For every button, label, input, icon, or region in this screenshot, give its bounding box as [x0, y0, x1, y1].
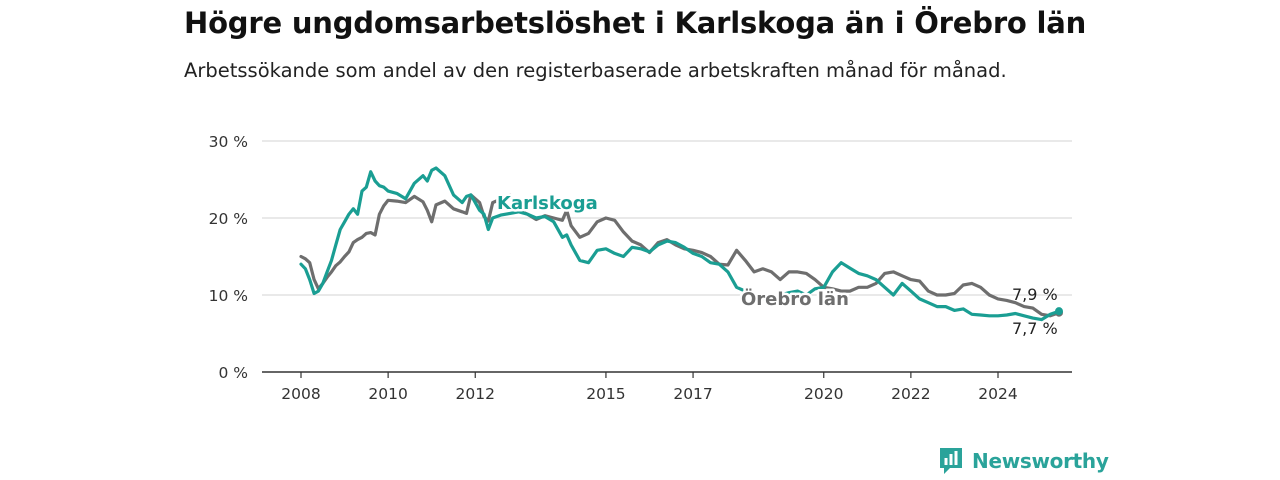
x-tick-label: 2017: [673, 385, 712, 403]
chart-subtitle: Arbetssökande som andel av den registerb…: [184, 59, 1007, 82]
x-tick-label: 2020: [804, 385, 843, 403]
newsworthy-logo-icon: [940, 448, 962, 474]
y-tick-label: 30 %: [209, 133, 248, 151]
x-tick-label: 2024: [978, 385, 1017, 403]
series-line-karlskoga: [299, 166, 1061, 322]
series-end-label: 7,9 %: [1012, 285, 1058, 304]
x-tick-label: 2010: [368, 385, 407, 403]
newsworthy-brand: Newsworthy: [938, 446, 1109, 476]
x-tick-label: 2022: [891, 385, 930, 403]
series-lines: [299, 166, 1063, 322]
y-axis: 0 % 10 % 20 % 30 %: [209, 133, 248, 382]
y-tick-label: 10 %: [209, 287, 248, 305]
gridlines: [262, 140, 1072, 296]
series-end-point-karlskoga: [1054, 307, 1063, 316]
x-tick-label: 2008: [281, 385, 320, 403]
series-name-label: Örebro län: [741, 288, 849, 310]
y-tick-label: 0 %: [218, 364, 248, 382]
x-tick-label: 2015: [586, 385, 625, 403]
series-name-label: Karlskoga: [497, 193, 598, 214]
y-tick-label: 20 %: [209, 210, 248, 228]
series-labels: 7,7 % 7,9 % Karlskoga Örebro län: [495, 190, 1058, 338]
chart-title: Högre ungdomsarbetslöshet i Karlskoga än…: [184, 6, 1087, 40]
brand-name: Newsworthy: [972, 449, 1109, 473]
x-axis: 2008 2010 2012 2015 2017 2020 2022 2024: [262, 371, 1072, 403]
series-end-label: 7,7 %: [1012, 319, 1058, 338]
series-line-örebro-län: [299, 193, 1061, 318]
x-tick-label: 2012: [456, 385, 495, 403]
